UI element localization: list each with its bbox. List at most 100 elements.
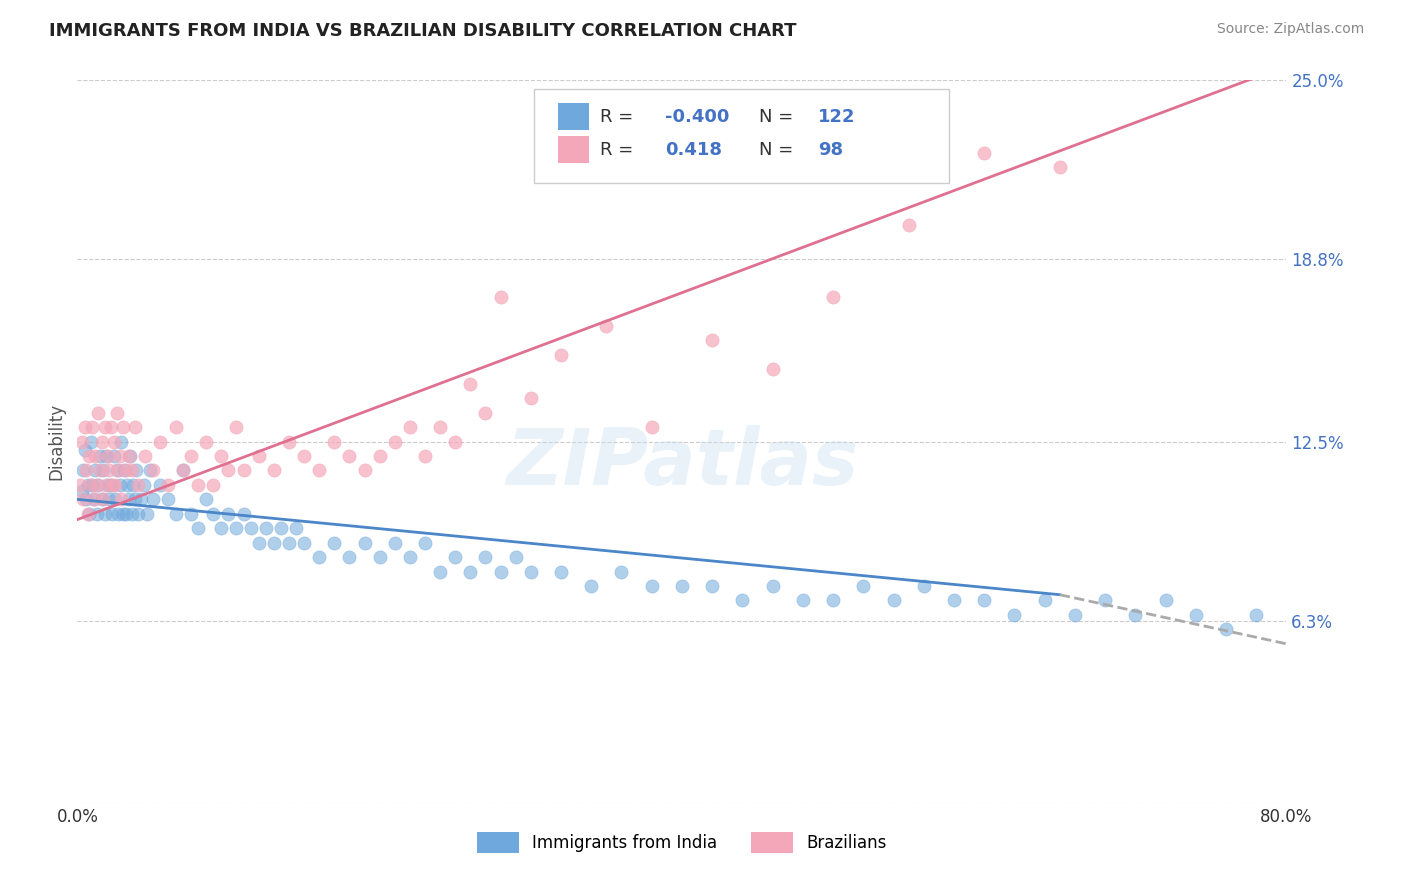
Point	[202, 478, 225, 492]
Point	[115, 478, 138, 492]
Point	[127, 478, 149, 492]
Point	[142, 492, 165, 507]
Point	[69, 478, 91, 492]
Text: 98: 98	[818, 141, 844, 159]
Point	[84, 463, 107, 477]
Point	[157, 492, 180, 507]
Point	[247, 449, 270, 463]
Point	[308, 463, 330, 477]
Point	[77, 478, 100, 492]
Point	[973, 145, 995, 160]
Point	[520, 565, 543, 579]
Point	[110, 434, 132, 449]
Point	[79, 507, 101, 521]
Point	[96, 478, 118, 492]
Point	[96, 449, 118, 463]
Point	[194, 492, 217, 507]
Point	[232, 463, 254, 477]
Point	[75, 463, 97, 477]
Point	[444, 434, 467, 449]
Point	[83, 492, 105, 507]
Point	[883, 593, 905, 607]
Y-axis label: Disability: Disability	[48, 403, 66, 480]
Point	[86, 507, 108, 521]
Point	[135, 507, 157, 521]
Point	[124, 492, 146, 507]
Point	[353, 535, 375, 549]
Point	[1154, 593, 1177, 607]
Point	[202, 507, 225, 521]
Point	[323, 535, 346, 549]
Point	[73, 420, 96, 434]
Point	[413, 535, 436, 549]
Point	[852, 579, 875, 593]
Point	[100, 478, 122, 492]
Point	[98, 492, 121, 507]
Point	[209, 521, 232, 535]
Point	[1064, 607, 1087, 622]
Point	[278, 535, 301, 549]
Point	[142, 463, 165, 477]
Point	[111, 420, 134, 434]
Point	[413, 449, 436, 463]
Point	[520, 391, 543, 405]
Point	[762, 362, 785, 376]
Point	[384, 434, 406, 449]
Point	[308, 550, 330, 565]
Point	[149, 478, 172, 492]
Point	[943, 593, 966, 607]
Text: N =: N =	[759, 108, 793, 126]
Point	[292, 535, 315, 549]
Point	[489, 565, 512, 579]
Point	[134, 449, 156, 463]
Point	[1049, 160, 1071, 174]
Point	[87, 406, 110, 420]
Point	[82, 420, 104, 434]
Point	[114, 463, 136, 477]
Point	[157, 478, 180, 492]
Point	[90, 434, 112, 449]
Point	[399, 420, 422, 434]
Point	[165, 507, 187, 521]
Point	[110, 492, 132, 507]
Point	[474, 406, 496, 420]
Point	[122, 478, 145, 492]
Point	[100, 420, 122, 434]
Point	[368, 449, 391, 463]
Point	[187, 478, 209, 492]
Point	[474, 550, 496, 565]
Point	[108, 478, 131, 492]
Point	[702, 334, 724, 348]
Point	[101, 507, 124, 521]
Point	[105, 463, 128, 477]
Point	[124, 420, 146, 434]
Point	[550, 348, 572, 362]
Text: Source: ZipAtlas.com: Source: ZipAtlas.com	[1216, 22, 1364, 37]
Point	[89, 449, 111, 463]
Point	[240, 521, 263, 535]
Point	[225, 420, 247, 434]
Text: 0.418: 0.418	[665, 141, 723, 159]
Point	[104, 492, 127, 507]
Point	[285, 521, 308, 535]
Point	[505, 550, 527, 565]
Point	[91, 492, 114, 507]
Point	[127, 507, 149, 521]
Point	[263, 463, 285, 477]
Text: ZIPatlas: ZIPatlas	[506, 425, 858, 501]
Point	[93, 507, 115, 521]
Point	[1094, 593, 1116, 607]
Point	[247, 535, 270, 549]
Point	[821, 593, 844, 607]
Point	[1125, 607, 1147, 622]
Legend: Immigrants from India, Brazilians: Immigrants from India, Brazilians	[471, 826, 893, 860]
Point	[1033, 593, 1056, 607]
Point	[121, 507, 143, 521]
Point	[323, 434, 346, 449]
Point	[87, 478, 110, 492]
Point	[98, 463, 121, 477]
Point	[399, 550, 422, 565]
Point	[702, 579, 724, 593]
Point	[121, 463, 143, 477]
Point	[132, 478, 155, 492]
